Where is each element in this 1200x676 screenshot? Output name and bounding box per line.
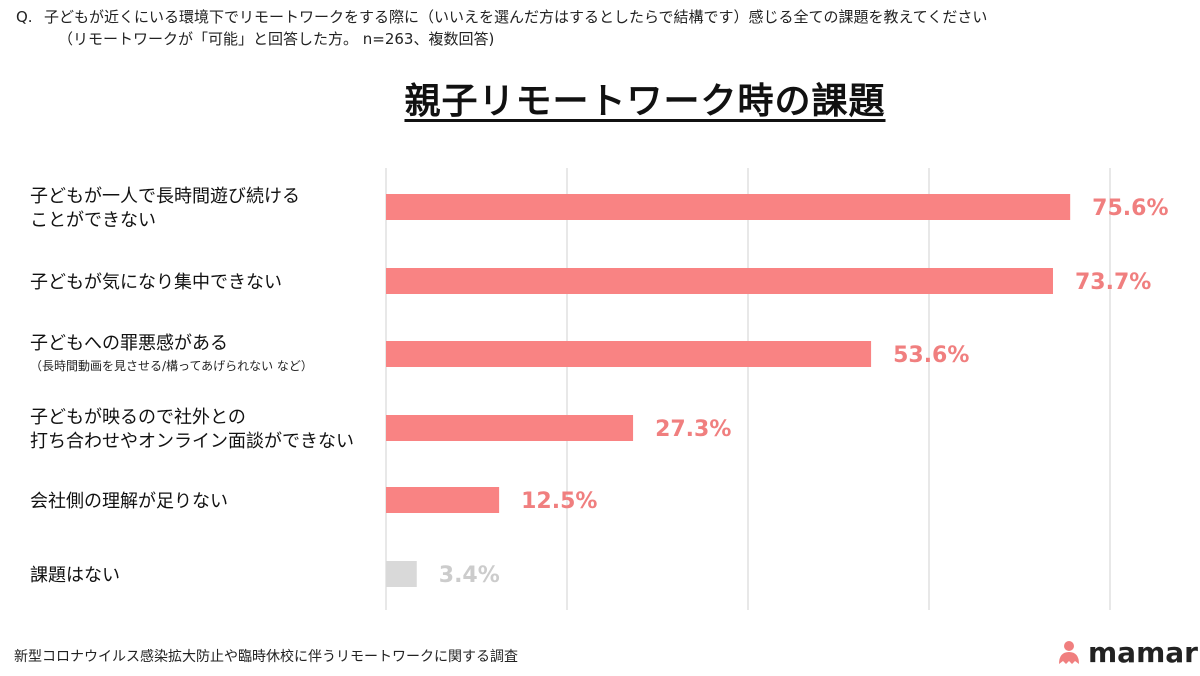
question-line-1: Q. 子どもが近くにいる環境下でリモートワークをする際に（いいえを選んだ方はすると… [16,6,987,28]
category-label-2-line-0: 子どもへの罪悪感がある [30,333,228,354]
category-label-3-line-0: 子どもが映るので社外との [30,407,246,428]
bar-3 [386,415,634,441]
bar-2 [386,341,872,367]
mamari-logo: mamari [1056,636,1200,669]
bar-1 [386,268,1053,294]
bar-5 [386,561,417,587]
logo-text: mamari [1088,636,1200,669]
value-label-5: 3.4% [439,563,500,588]
chart-title-text: 親子リモートワーク時の課題 [404,81,886,122]
question-line-2: （リモートワークが「可能」と回答した方。 n=263、複数回答) [58,30,495,48]
category-label-1-line-0: 子どもが気になり集中できない [30,272,282,293]
survey-footer: 新型コロナウイルス感染拡大防止や臨時休校に伴うリモートワークに関する調査 [14,649,518,665]
value-label-0: 75.6% [1092,196,1168,221]
value-label-1: 73.7% [1075,270,1151,295]
question-text: Q. 子どもが近くにいる環境下でリモートワークをする際に（いいえを選んだ方はすると… [16,6,987,50]
chart-title: 親子リモートワーク時の課題 [0,72,1200,124]
bar-0 [386,194,1071,220]
category-label-4-line-0: 会社側の理解が足りない [30,491,228,512]
mamari-logo-icon [1059,640,1079,664]
category-note-2: （長時間動画を見させる/構ってあげられない など） [30,359,313,373]
bar-4 [386,487,500,513]
category-label-5-line-0: 課題はない [30,565,120,586]
value-label-3: 27.3% [655,417,731,442]
question-prefix: Q. [16,8,33,26]
category-label-3-line-1: 打ち合わせやオンライン面談ができない [30,431,354,452]
value-label-4: 12.5% [521,489,597,514]
category-label-0-line-0: 子どもが一人で長時間遊び続ける [30,186,300,207]
value-label-2: 53.6% [893,343,969,368]
question-body: 子どもが近くにいる環境下でリモートワークをする際に（いいえを選んだ方はするとした… [44,8,988,26]
category-label-0-line-1: ことができない [30,210,156,231]
